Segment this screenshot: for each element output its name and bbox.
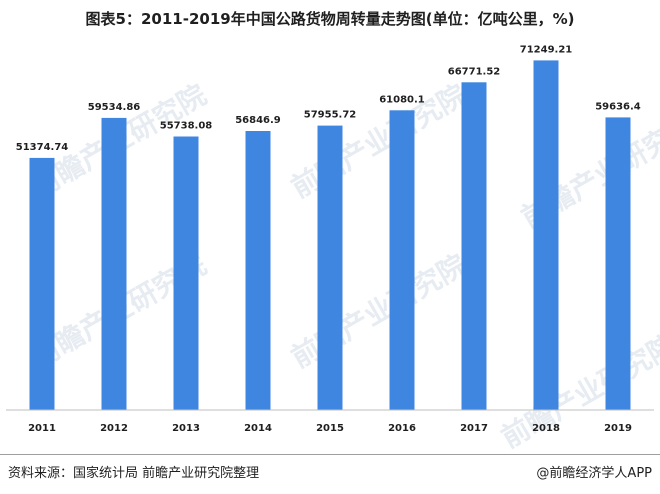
source-note: 资料来源：国家统计局 前瞻产业研究院整理 xyxy=(8,466,260,481)
x-tick-2015: 2015 xyxy=(316,423,344,434)
bar-chart: 51374.74 59534.86 55738.08 56846.9 57955.72 6… xyxy=(6,44,654,434)
bar-2015 xyxy=(317,125,343,410)
value-label-2015: 57955.72 xyxy=(304,110,357,121)
bar-2013 xyxy=(173,136,199,410)
value-labels: 51374.74 59534.86 55738.08 56846.9 57955.72 6… xyxy=(16,44,641,152)
bar-2018 xyxy=(533,60,559,411)
bar-2014 xyxy=(245,131,271,410)
footer-divider xyxy=(0,454,660,455)
x-tick-labels: 2011 2012 2013 2014 2015 2016 2017 2018 2019 xyxy=(28,423,632,434)
bar-2011 xyxy=(29,157,55,410)
value-label-2014: 56846.9 xyxy=(235,115,281,126)
chart-title: 图表5：2011-2019年中国公路货物周转量走势图(单位：亿吨公里，%) xyxy=(85,10,575,28)
value-label-2013: 55738.08 xyxy=(160,121,213,132)
bar-2016 xyxy=(389,110,415,411)
x-tick-2012: 2012 xyxy=(100,423,128,434)
bar-2012 xyxy=(101,117,127,411)
value-label-2017: 66771.52 xyxy=(448,66,501,77)
bar-2019 xyxy=(605,117,631,411)
value-label-2011: 51374.74 xyxy=(16,142,69,153)
value-label-2016: 61080.1 xyxy=(379,94,425,105)
x-tick-2019: 2019 xyxy=(604,423,632,434)
value-label-2018: 71249.21 xyxy=(520,44,573,55)
x-tick-2014: 2014 xyxy=(244,423,272,434)
bar-series xyxy=(29,60,631,411)
value-label-2012: 59534.86 xyxy=(88,102,141,113)
x-tick-2013: 2013 xyxy=(172,423,200,434)
bar-2017 xyxy=(461,82,487,411)
x-tick-2016: 2016 xyxy=(388,423,416,434)
x-tick-2018: 2018 xyxy=(532,423,560,434)
x-tick-2017: 2017 xyxy=(460,423,488,434)
value-label-2019: 59636.4 xyxy=(595,101,641,112)
brand-credit: @前瞻经济学人APP xyxy=(536,466,652,481)
x-tick-2011: 2011 xyxy=(28,423,56,434)
